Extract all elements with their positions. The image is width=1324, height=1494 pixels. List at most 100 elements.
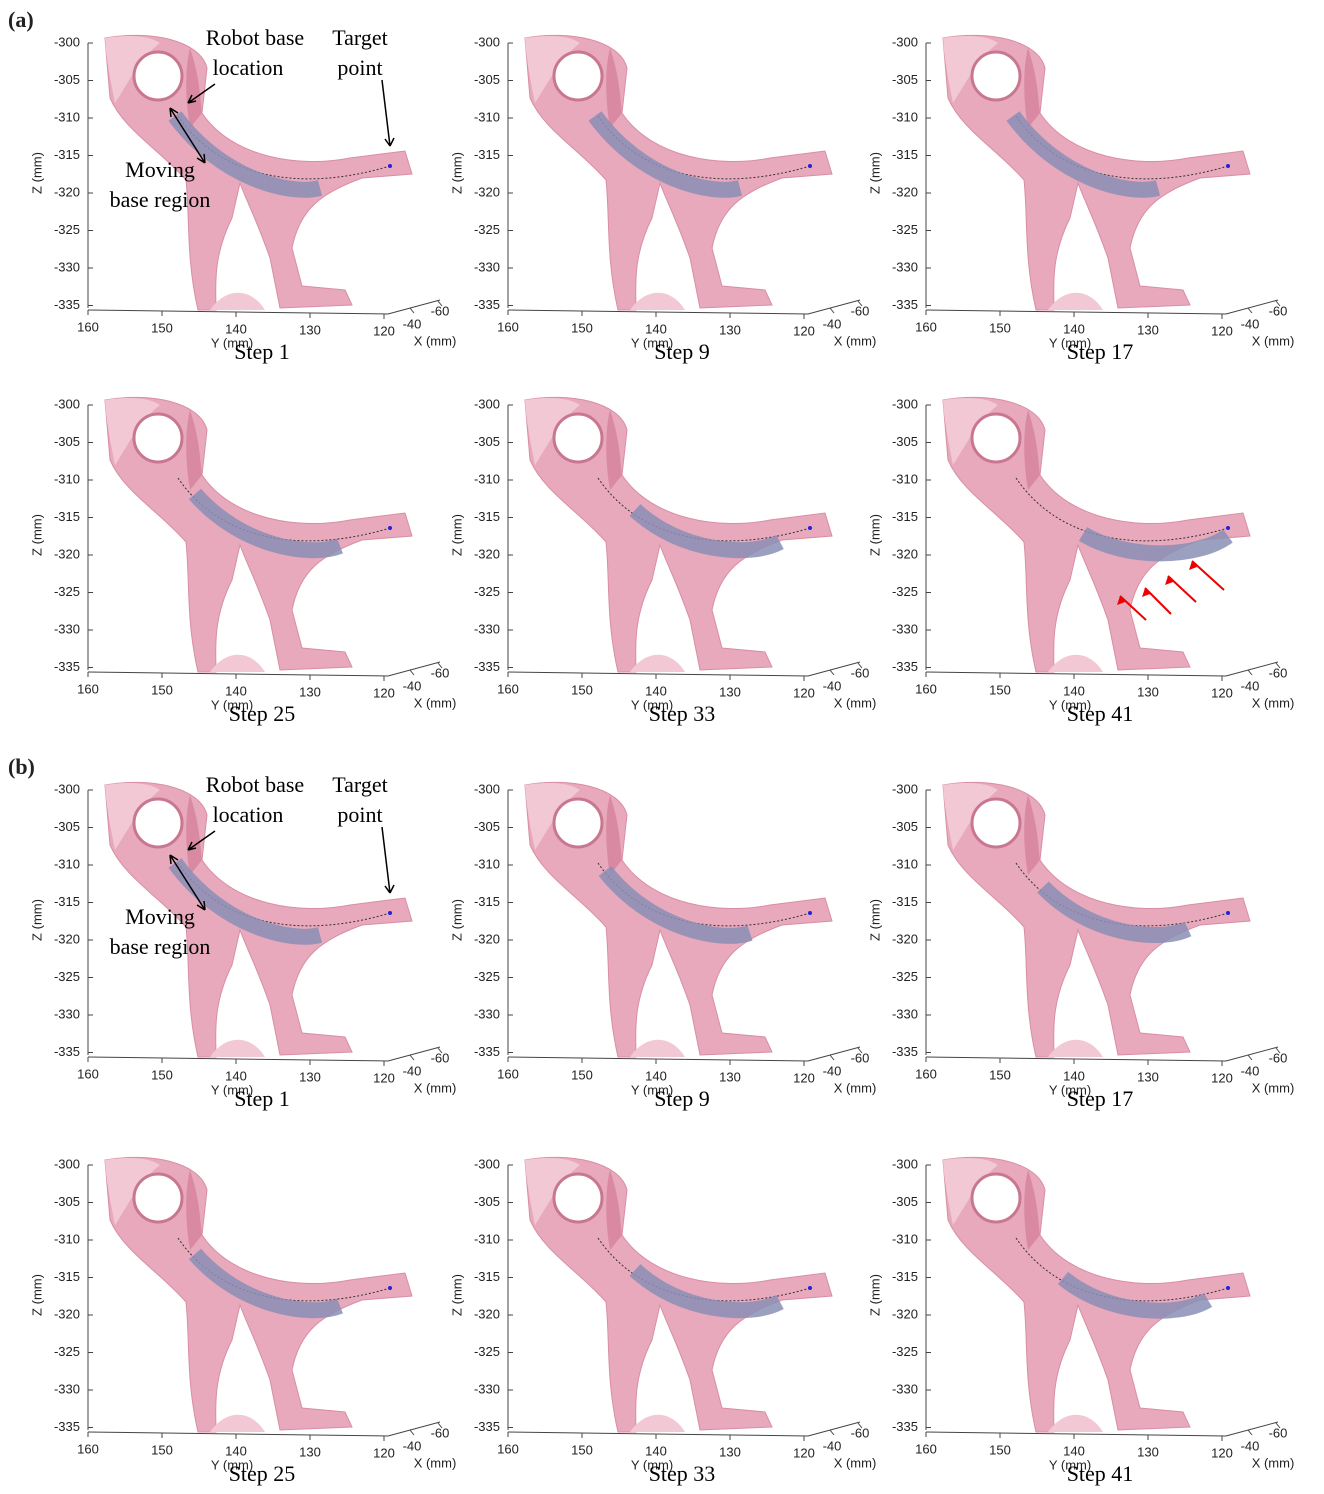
target-point xyxy=(388,526,392,530)
y-axis xyxy=(508,1432,808,1436)
z-tick-label: -300 xyxy=(54,396,80,411)
x-tick xyxy=(410,308,414,313)
z-tick-label: -325 xyxy=(474,222,500,237)
z-axis-label: Z (mm) xyxy=(29,514,44,556)
x-tick xyxy=(1248,670,1252,675)
y-tick-label: 120 xyxy=(373,1070,395,1085)
z-tick-label: -305 xyxy=(54,1194,80,1209)
y-tick-label: 140 xyxy=(1063,1443,1085,1458)
z-tick-label: -310 xyxy=(54,471,80,486)
y-tick-label: 160 xyxy=(915,319,937,334)
z-tick-label: -325 xyxy=(892,1344,918,1359)
z-tick-label: -310 xyxy=(474,856,500,871)
x-tick xyxy=(830,308,834,313)
z-tick-label: -330 xyxy=(892,1006,918,1021)
target-point xyxy=(1226,164,1230,168)
x-tick-label: -60 xyxy=(1269,303,1288,318)
y-tick-label: 120 xyxy=(373,685,395,700)
z-tick-label: -330 xyxy=(474,1381,500,1396)
x-tick xyxy=(410,670,414,675)
x-tick xyxy=(830,1430,834,1435)
z-tick-label: -315 xyxy=(892,509,918,524)
z-tick-label: -335 xyxy=(54,297,80,312)
z-tick-label: -310 xyxy=(474,109,500,124)
z-axis-label: Z (mm) xyxy=(449,1274,464,1316)
x-tick-label: -40 xyxy=(403,678,422,693)
z-axis-label: Z (mm) xyxy=(29,152,44,194)
section-label: (a) xyxy=(8,7,34,32)
step-caption: Step 41 xyxy=(1067,1461,1134,1486)
y-tick-label: 150 xyxy=(151,320,173,335)
z-tick-label: -310 xyxy=(474,1231,500,1246)
panel: -300-305-310-315-320-325-330-335Z (mm)16… xyxy=(29,772,456,1111)
panel: -300-305-310-315-320-325-330-335Z (mm)16… xyxy=(449,396,876,726)
z-axis-label: Z (mm) xyxy=(867,899,882,941)
y-axis xyxy=(88,672,388,676)
z-tick-label: -330 xyxy=(474,259,500,274)
x-tick-label: -40 xyxy=(1241,1063,1260,1078)
x-tick-label: -40 xyxy=(823,316,842,331)
z-tick-label: -310 xyxy=(892,856,918,871)
figure: (a)-300-305-310-315-320-325-330-335Z (mm… xyxy=(0,0,1324,1494)
y-tick-label: 130 xyxy=(299,322,321,337)
y-tick-label: 120 xyxy=(793,685,815,700)
y-tick-label: 150 xyxy=(571,320,593,335)
z-tick-label: -330 xyxy=(54,259,80,274)
y-tick-label: 160 xyxy=(77,1441,99,1456)
y-tick-label: 150 xyxy=(989,682,1011,697)
y-tick-label: 150 xyxy=(151,1067,173,1082)
y-tick-label: 160 xyxy=(497,1066,519,1081)
y-tick-label: 150 xyxy=(571,1067,593,1082)
y-tick-label: 150 xyxy=(989,320,1011,335)
y-tick-label: 140 xyxy=(1063,683,1085,698)
y-tick-label: 130 xyxy=(299,684,321,699)
z-tick-label: -325 xyxy=(54,584,80,599)
x-tick xyxy=(410,1430,414,1435)
z-tick-label: -305 xyxy=(54,434,80,449)
y-axis xyxy=(508,672,808,676)
z-tick-label: -315 xyxy=(474,894,500,909)
y-axis xyxy=(508,1057,808,1061)
z-tick-label: -320 xyxy=(54,1306,80,1321)
y-tick-label: 160 xyxy=(77,1066,99,1081)
z-tick-label: -300 xyxy=(474,1156,500,1171)
z-tick-label: -310 xyxy=(892,109,918,124)
z-tick-label: -325 xyxy=(474,584,500,599)
x-tick xyxy=(1248,308,1252,313)
annotation: Target xyxy=(332,25,387,50)
y-axis xyxy=(508,310,808,314)
step-caption: Step 41 xyxy=(1067,701,1134,726)
contact-arrow xyxy=(1145,588,1171,614)
y-tick-label: 160 xyxy=(915,1066,937,1081)
x-tick-label: -40 xyxy=(823,1063,842,1078)
y-tick-label: 130 xyxy=(1137,1069,1159,1084)
contact-arrow xyxy=(1168,576,1196,602)
x-tick-label: -40 xyxy=(403,316,422,331)
y-tick-label: 130 xyxy=(1137,684,1159,699)
x-axis-label: X (mm) xyxy=(834,695,877,710)
x-tick-label: -40 xyxy=(823,678,842,693)
y-tick-label: 150 xyxy=(151,682,173,697)
z-tick-label: -320 xyxy=(54,184,80,199)
y-tick-label: 130 xyxy=(1137,1444,1159,1459)
z-tick-label: -335 xyxy=(892,297,918,312)
x-axis-label: X (mm) xyxy=(834,1455,877,1470)
x-axis-label: X (mm) xyxy=(1252,333,1295,348)
y-tick-label: 120 xyxy=(793,1070,815,1085)
x-tick xyxy=(830,1055,834,1060)
step-caption: Step 1 xyxy=(234,339,290,364)
arrow xyxy=(382,827,394,893)
step-caption: Step 17 xyxy=(1067,339,1134,364)
z-tick-label: -310 xyxy=(474,471,500,486)
x-axis-label: X (mm) xyxy=(1252,695,1295,710)
z-tick-label: -320 xyxy=(892,546,918,561)
y-tick-label: 140 xyxy=(225,1068,247,1083)
z-tick-label: -310 xyxy=(892,1231,918,1246)
x-tick-label: -60 xyxy=(851,665,870,680)
x-tick-label: -40 xyxy=(1241,678,1260,693)
annotation: Target xyxy=(332,772,387,797)
y-tick-label: 120 xyxy=(1211,1445,1233,1460)
y-tick-label: 160 xyxy=(915,1441,937,1456)
